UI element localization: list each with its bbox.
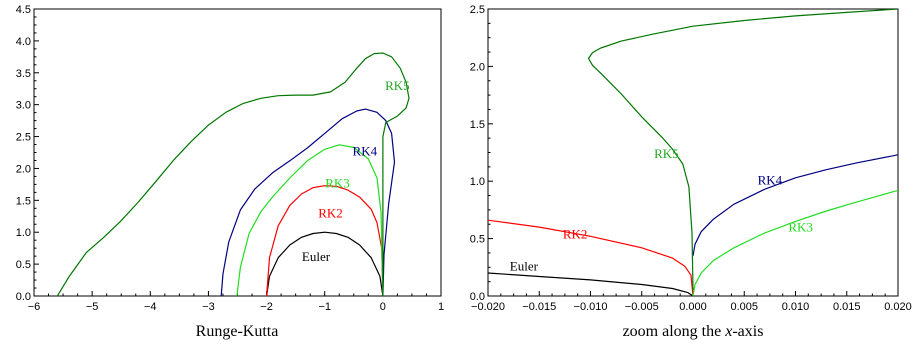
x-axis-label: Runge-Kutta bbox=[196, 323, 279, 340]
y-tick-label: 2.5 bbox=[470, 4, 485, 16]
y-tick-label: 1.5 bbox=[16, 195, 31, 207]
x-tick-label: 0 bbox=[380, 301, 386, 313]
y-tick-label: 1.0 bbox=[16, 227, 31, 239]
x-tick-label: 1 bbox=[438, 301, 444, 313]
series-line-rk4 bbox=[220, 108, 396, 296]
series-line-rk3 bbox=[692, 189, 898, 296]
x-tick-label: 0.015 bbox=[833, 301, 861, 313]
x-tick-label: −0.015 bbox=[522, 301, 556, 313]
curve-label-euler: Euler bbox=[302, 249, 331, 264]
curve-label-rk3: RK3 bbox=[788, 220, 813, 235]
x-axis-label: zoom along the x-axis bbox=[623, 323, 764, 340]
y-tick-label: 0.5 bbox=[470, 234, 485, 246]
curve-label-rk5: RK5 bbox=[385, 78, 410, 93]
curve-label-euler: Euler bbox=[510, 259, 539, 274]
x-tick-label: −6 bbox=[28, 301, 41, 313]
series-line-euler bbox=[266, 231, 384, 296]
y-tick-label: 2.5 bbox=[16, 132, 31, 144]
series-line-euler bbox=[488, 272, 694, 296]
curve-label-rk3: RK3 bbox=[325, 176, 350, 191]
y-tick-label: 1.0 bbox=[470, 176, 485, 188]
y-tick-label: 0.5 bbox=[16, 259, 31, 271]
x-tick-label: −2 bbox=[260, 301, 273, 313]
curve-label-rk5: RK5 bbox=[654, 146, 679, 161]
series-line-rk2 bbox=[266, 185, 384, 296]
x-tick-label: −0.020 bbox=[471, 301, 505, 313]
curve-label-rk4: RK4 bbox=[353, 144, 378, 159]
plot-frame bbox=[33, 8, 442, 297]
series-line-rk4 bbox=[692, 154, 898, 256]
runge-kutta-stability-chart: −6 −5 −4 −3 −2 −1 0 1 0.0 0.5 1.0 1.5 2.0 2.5 3.0 3.5 4.… bbox=[16, 4, 444, 340]
x-tick-label: −4 bbox=[144, 301, 157, 313]
x-tick-label: −0.005 bbox=[625, 301, 659, 313]
y-tick-label: 0.0 bbox=[470, 291, 485, 303]
series-line-rk3 bbox=[236, 144, 384, 296]
y-tick-label: 2.0 bbox=[470, 61, 485, 73]
y-tick-label: 1.5 bbox=[470, 119, 485, 131]
x-tick-label: 0.000 bbox=[679, 301, 707, 313]
y-tick-label: 4.5 bbox=[16, 4, 31, 16]
x-tick-label: −1 bbox=[318, 301, 331, 313]
y-tick-label: 3.0 bbox=[16, 100, 31, 112]
y-tick-label: 4.0 bbox=[16, 36, 31, 48]
curve-label-rk4: RK4 bbox=[758, 173, 783, 188]
x-tick-label: 0.005 bbox=[730, 301, 758, 313]
y-tick-label: 0.0 bbox=[16, 291, 31, 303]
x-tick-label: −5 bbox=[86, 301, 99, 313]
y-tick-label: 3.5 bbox=[16, 68, 31, 80]
x-tick-label: 0.020 bbox=[884, 301, 912, 313]
curve-label-rk2: RK2 bbox=[563, 227, 588, 242]
x-tick-label: −0.010 bbox=[574, 301, 608, 313]
x-tick-label: −3 bbox=[202, 301, 215, 313]
series-line-rk2 bbox=[488, 219, 694, 296]
x-tick-label: 0.010 bbox=[782, 301, 810, 313]
zoom-x-axis-chart: −0.020 −0.015 −0.010 −0.005 0.000 0.005 0.010 0… bbox=[470, 4, 912, 340]
curve-label-rk2: RK2 bbox=[318, 206, 343, 221]
y-tick-label: 2.0 bbox=[16, 163, 31, 175]
series-line-rk5 bbox=[587, 9, 898, 291]
series-line-rk5 bbox=[56, 52, 410, 296]
